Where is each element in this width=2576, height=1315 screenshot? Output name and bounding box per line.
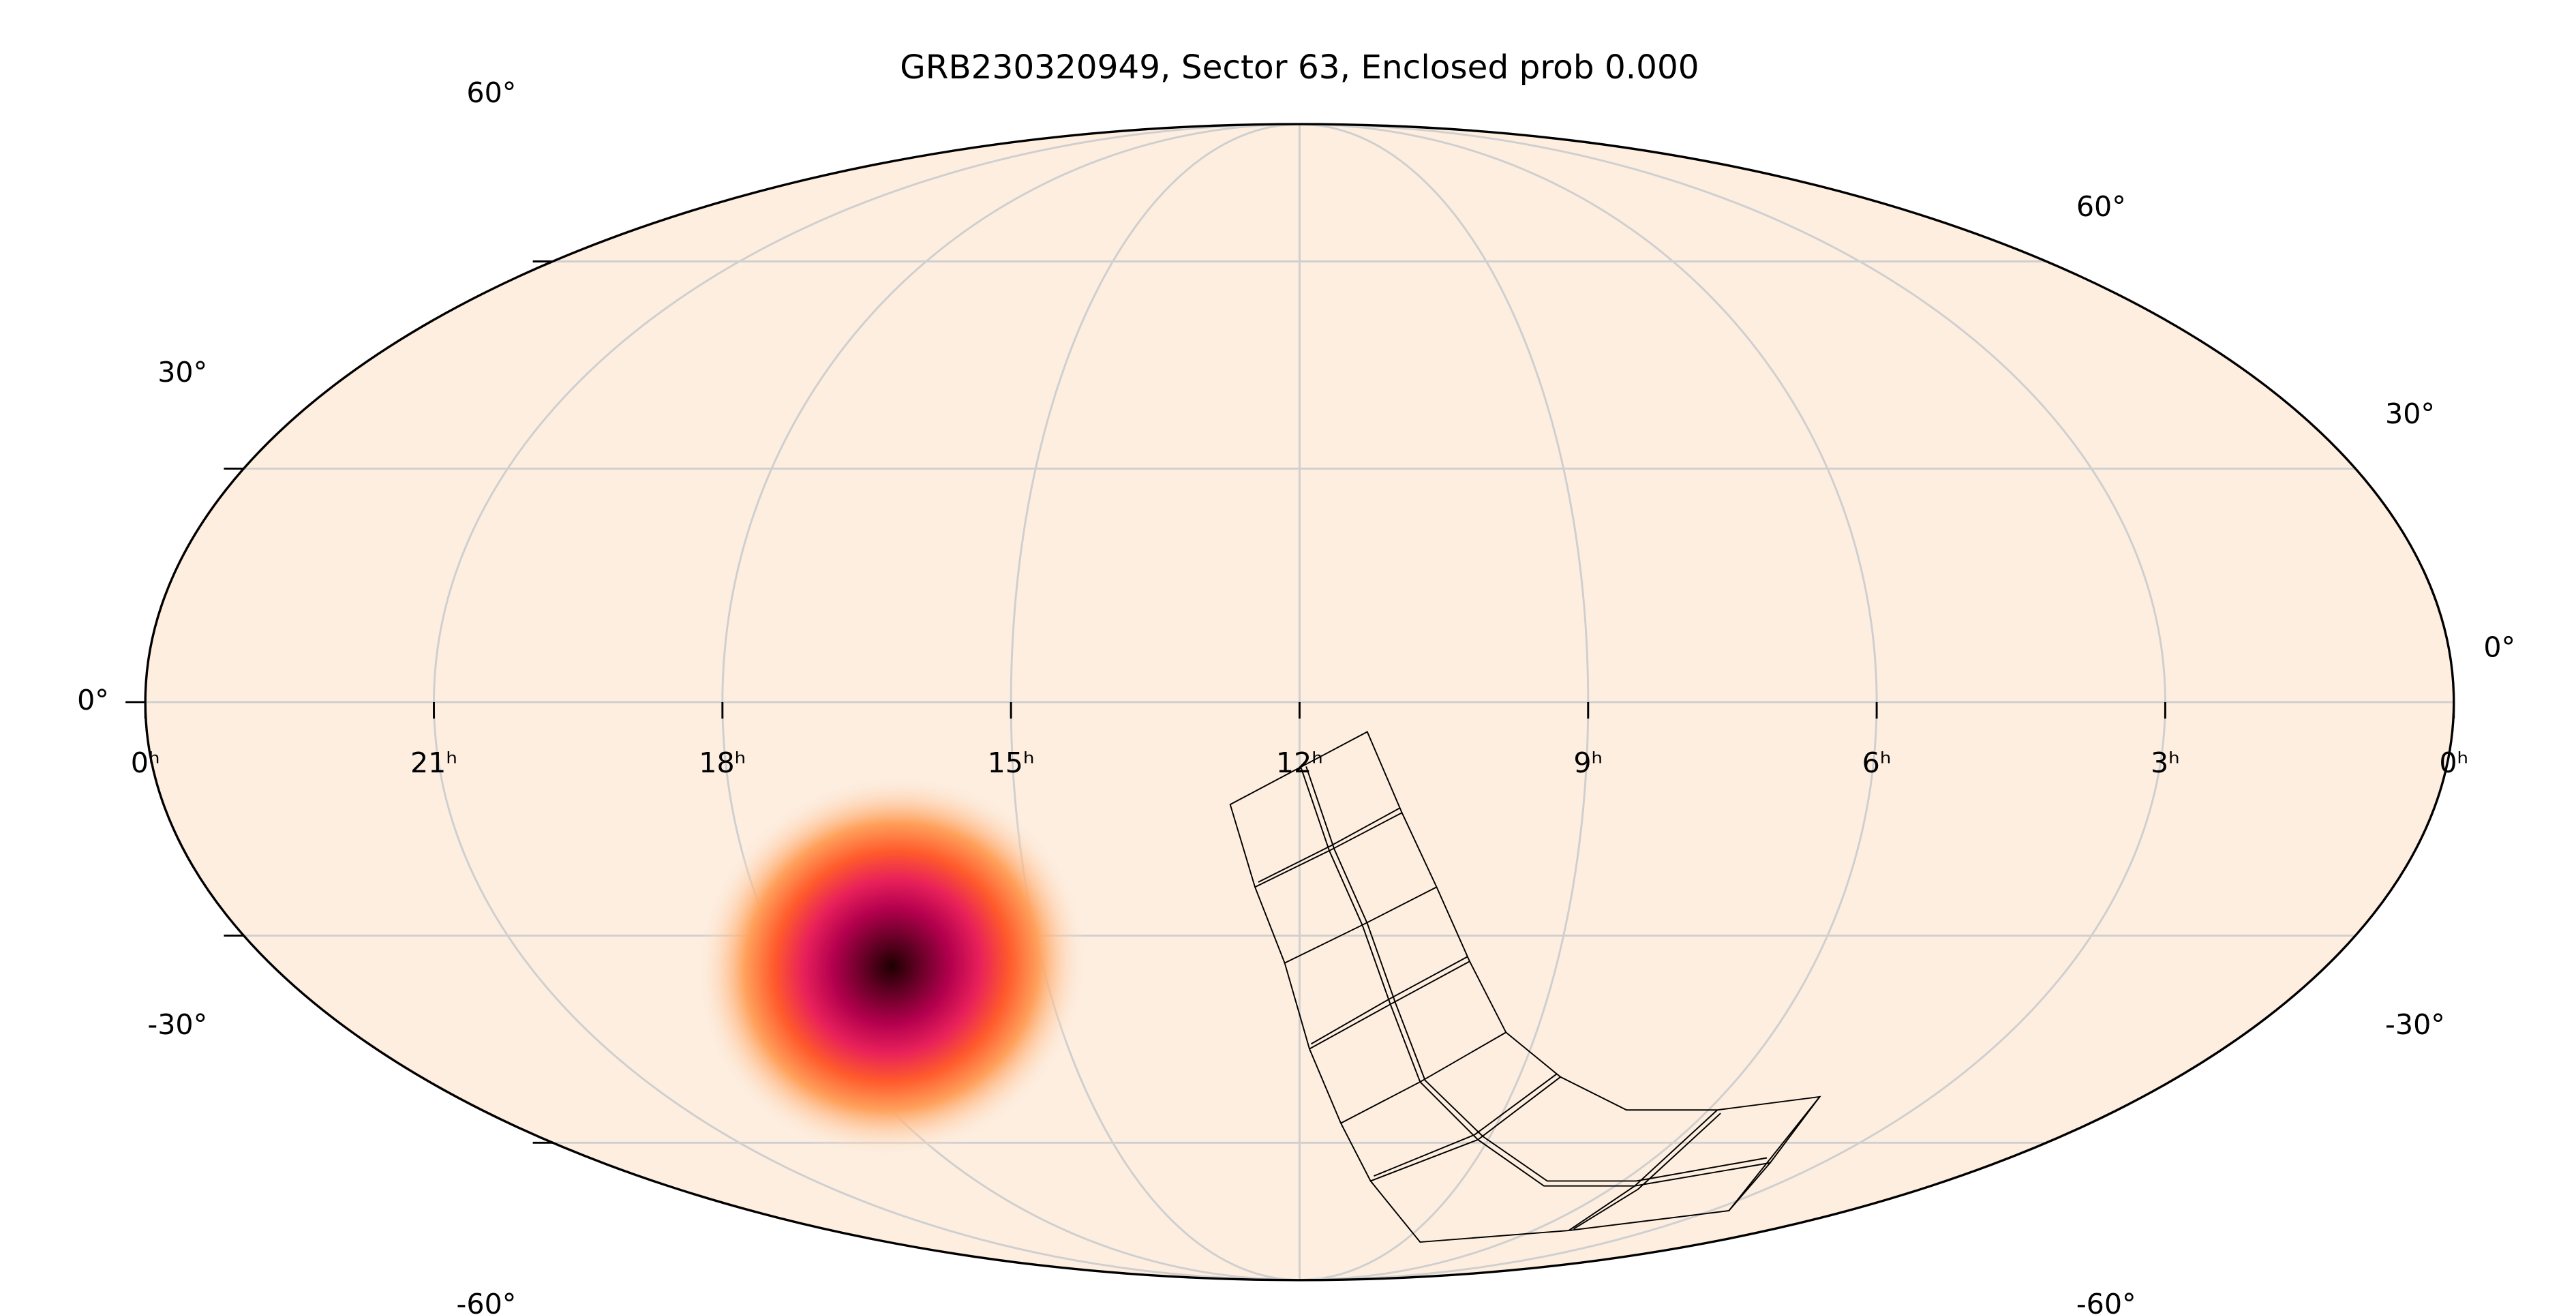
probability-map <box>695 774 1088 1159</box>
x-tick-label: 12ʰ <box>1276 746 1323 779</box>
chart-title: GRB230320949, Sector 63, Enclosed prob 0… <box>900 48 1699 87</box>
y-tick-label-right: 0° <box>2483 631 2515 663</box>
y-tick-label-left: 30° <box>157 356 207 389</box>
footprint-ccd-line <box>1309 956 1470 1050</box>
y-tick-label-right: 30° <box>2385 397 2435 430</box>
y-tick-label-right: -30° <box>2385 1008 2445 1041</box>
footprint-ccd-line <box>1254 807 1403 888</box>
x-tick-label: 18ʰ <box>699 746 746 779</box>
sector-footprint <box>1229 731 1821 1243</box>
y-tick-label-left: -30° <box>147 1008 207 1041</box>
x-tick-label: 0ʰ <box>2439 746 2468 779</box>
x-tick-label: 15ʰ <box>988 746 1035 779</box>
footprint-ccd-line <box>1568 1096 1821 1231</box>
footprint-ccd-line <box>1284 886 1437 964</box>
footprint-ccd-line <box>1305 766 1768 1182</box>
x-tick-label: 0ʰ <box>131 746 160 779</box>
x-tick-label: 3ʰ <box>2151 746 2180 779</box>
footprint-ccd-line <box>1374 1073 1558 1177</box>
y-tick-label-left: 60° <box>466 76 516 109</box>
x-tick-label: 21ʰ <box>410 746 457 779</box>
x-tick-label: 6ʰ <box>1862 746 1892 779</box>
y-tick-label-right: -60° <box>2076 1288 2136 1315</box>
footprint-ccd-line <box>1340 1031 1561 1182</box>
localization-blob <box>695 774 1088 1159</box>
y-tick-label-right: 60° <box>2076 190 2126 223</box>
y-tick-label-left: 0° <box>77 684 109 716</box>
y-tick-label-left: -60° <box>457 1288 517 1315</box>
x-tick-label: 9ʰ <box>1573 746 1603 779</box>
